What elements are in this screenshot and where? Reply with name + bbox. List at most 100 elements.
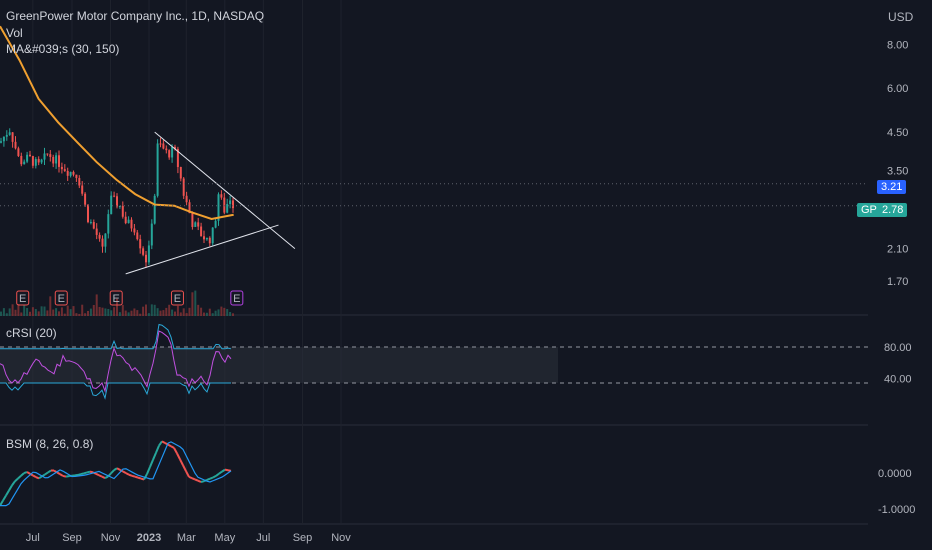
bsm-segment: [23, 471, 28, 475]
bsm-segment: [209, 476, 214, 480]
volume-bar: [182, 308, 185, 316]
volume-bar: [162, 310, 165, 316]
volume-bar: [46, 310, 49, 316]
volume-bar: [220, 306, 223, 316]
bsm-segment: [149, 459, 154, 468]
candle-body: [60, 166, 63, 170]
candle-body: [92, 222, 95, 229]
last-price-badge: 3.21: [877, 180, 907, 194]
bsm-segment: [146, 466, 151, 475]
bsm-segment: [215, 472, 220, 477]
candle-body: [127, 219, 130, 224]
candle-body: [8, 132, 11, 135]
earnings-marker-text: E: [58, 293, 65, 305]
volume-bar: [203, 312, 205, 316]
candle-body: [205, 237, 208, 240]
volume-bar: [223, 307, 226, 316]
bsm-segment: [161, 440, 166, 444]
bsm-segment: [152, 452, 157, 461]
candle-body: [197, 222, 200, 227]
time-tick-label: 2023: [137, 532, 161, 544]
volume-bar: [89, 308, 92, 316]
candle-body: [46, 153, 49, 155]
volume-label[interactable]: Vol: [6, 26, 23, 40]
volume-bar: [147, 313, 150, 316]
candle-body: [226, 204, 229, 213]
bsm-segment: [155, 445, 160, 454]
volume-bar: [174, 311, 176, 316]
time-tick-label: Nov: [331, 532, 351, 544]
bsm-segment: [179, 458, 184, 466]
volume-bar: [8, 308, 11, 316]
price-tick-label: 6.00: [887, 83, 908, 95]
volume-bar: [101, 307, 104, 316]
time-tick-label: Sep: [62, 532, 82, 544]
candle-body: [171, 146, 174, 158]
volume-bar: [60, 307, 63, 316]
candle-body: [31, 156, 34, 166]
time-tick-label: Jul: [256, 532, 270, 544]
volume-bar: [226, 309, 229, 316]
volume-bar: [168, 304, 171, 316]
bsm-segment: [95, 472, 100, 477]
gp-price-badge: 2.78: [878, 203, 908, 217]
ma-label[interactable]: MA&#039;s (30, 150): [6, 42, 120, 56]
crsi-tick-label: 40.00: [884, 374, 912, 386]
bsm-segment: [101, 475, 106, 479]
bsm-segment: [134, 475, 139, 479]
bsm-segment: [131, 474, 136, 478]
bsm-segment: [140, 477, 145, 481]
bsm-segment: [185, 470, 190, 478]
earnings-marker-text: E: [233, 293, 240, 305]
bsm-segment: [197, 479, 202, 483]
crsi-label[interactable]: cRSI (20): [6, 326, 57, 340]
bsm-label[interactable]: BSM (8, 26, 0.8): [6, 437, 94, 451]
candle-body: [89, 222, 92, 224]
candle-body: [52, 156, 55, 164]
currency-label[interactable]: USD: [888, 10, 914, 24]
bsm-segment: [224, 468, 229, 472]
candles-layer: [0, 128, 234, 268]
volume-bar: [130, 310, 133, 316]
volume-bar: [118, 312, 121, 316]
bsm-segment: [104, 475, 109, 479]
volume-bar: [49, 296, 52, 316]
bsm-segment: [128, 473, 133, 477]
bsm-segment: [80, 472, 85, 476]
candle-body: [168, 150, 171, 158]
candle-body: [81, 185, 84, 194]
candle-body: [121, 205, 124, 217]
bsm-segment: [26, 471, 31, 475]
candle-body: [182, 178, 185, 196]
bsm-segment: [191, 477, 196, 481]
candle-body: [153, 195, 156, 224]
candle-body: [118, 205, 121, 207]
volume-bar: [208, 308, 211, 316]
volume-bar: [107, 308, 110, 316]
bsm-segment: [206, 477, 211, 481]
candle-body: [20, 155, 23, 165]
candle-body: [87, 204, 89, 223]
candle-body: [63, 169, 66, 171]
candle-body: [101, 238, 104, 247]
candle-body: [110, 195, 113, 215]
volume-bar: [34, 309, 37, 316]
volume-bar: [110, 310, 113, 316]
candle-body: [142, 248, 145, 255]
trendline: [125, 224, 279, 275]
bsm-segment: [17, 475, 22, 480]
grid-layer: [0, 0, 932, 525]
candle-body: [150, 223, 153, 246]
volume-bar: [29, 311, 31, 316]
candle-body: [26, 154, 29, 162]
volume-bar: [98, 306, 101, 316]
bsm-segment: [182, 464, 187, 472]
bsm-segment: [194, 478, 199, 482]
candle-body: [208, 237, 211, 244]
volume-bar: [121, 304, 124, 316]
price-tick-label: 8.00: [887, 39, 908, 51]
candle-body: [159, 143, 162, 145]
bsm-segment: [89, 470, 94, 474]
crsi-line: [0, 330, 232, 393]
volume-bar: [150, 304, 153, 316]
